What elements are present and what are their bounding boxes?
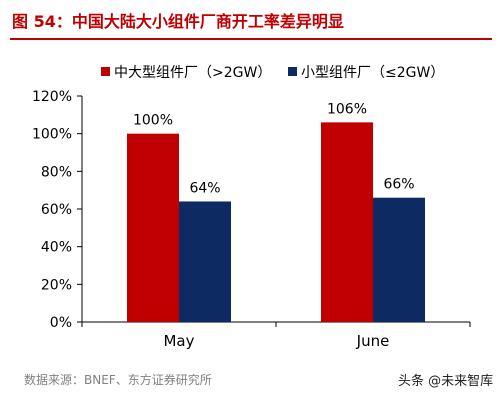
x-tick-label: May: [163, 332, 194, 350]
title-underline: [10, 38, 492, 40]
bar: [179, 201, 231, 322]
bar-chart: 中大型组件厂（>2GW） 小型组件厂（≤2GW） 0% 20% 40% 60% 80% 10…: [32, 65, 471, 350]
y-tick-label: 0%: [50, 315, 72, 331]
y-tick-label: 60%: [41, 202, 72, 218]
y-axis: 0% 20% 40% 60% 80% 100% 120%: [32, 89, 83, 331]
bar-value-labels: 100% 64% 106% 66%: [133, 101, 415, 196]
legend-swatch: [288, 67, 297, 76]
legend-label: 小型组件厂（≤2GW）: [301, 65, 444, 81]
y-tick-label: 40%: [41, 240, 72, 256]
y-tick-label: 100%: [32, 127, 72, 143]
bar: [321, 122, 373, 322]
bar: [373, 197, 425, 322]
x-axis: May June: [81, 321, 471, 350]
x-tick-label: June: [356, 332, 390, 350]
bar-value-label: 100%: [133, 113, 173, 129]
figure-title: 图 54：中国大陆大小组件厂商开工率差异明显: [12, 12, 344, 31]
y-tick-label: 80%: [41, 164, 72, 180]
source-note: 数据来源：BNEF、东方证券研究所: [24, 373, 212, 387]
watermark: 头条 @未来智库: [398, 374, 494, 389]
legend-swatch: [101, 67, 110, 76]
bar-value-label: 64%: [189, 180, 220, 196]
y-tick-label: 120%: [32, 89, 72, 105]
legend-label: 中大型组件厂（>2GW）: [114, 65, 271, 81]
bar: [127, 133, 179, 322]
bar-group: [127, 122, 425, 322]
y-tick-label: 20%: [41, 277, 72, 293]
chart-legend: 中大型组件厂（>2GW） 小型组件厂（≤2GW）: [101, 65, 444, 81]
bar-value-label: 66%: [383, 177, 414, 193]
bar-value-label: 106%: [327, 101, 367, 117]
